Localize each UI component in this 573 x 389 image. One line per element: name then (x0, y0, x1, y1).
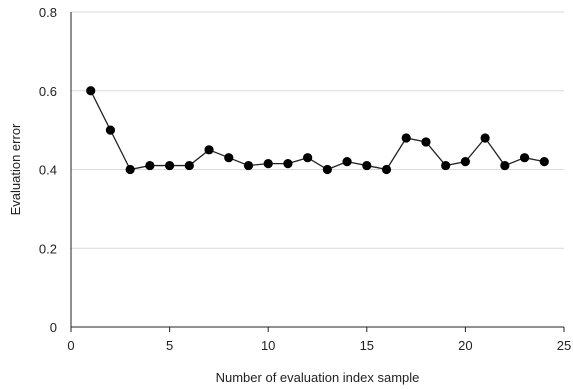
data-point (421, 137, 431, 147)
data-point (381, 164, 392, 175)
y-tick-label: 0 (50, 320, 57, 335)
y-tick-label: 0.8 (39, 5, 57, 20)
x-tick-label: 5 (166, 338, 173, 353)
data-point (303, 153, 313, 163)
data-point (401, 133, 411, 143)
x-tick-label: 10 (261, 338, 275, 353)
series-line (90, 90, 545, 171)
data-point (243, 160, 254, 171)
data-point (519, 153, 530, 163)
data-point (322, 164, 332, 175)
x-tick-label: 0 (67, 338, 74, 353)
data-point (362, 160, 372, 171)
data-point (342, 157, 352, 167)
x-tick-label: 20 (458, 338, 472, 353)
data-point (184, 160, 194, 171)
data-points (86, 86, 549, 175)
y-axis-ticks: 0 0.2 0.4 0.6 0.8 (39, 5, 57, 335)
data-point (263, 158, 273, 169)
data-point (165, 160, 175, 171)
y-tick-label: 0.4 (39, 163, 57, 178)
data-point (224, 153, 234, 163)
data-point (125, 164, 135, 175)
x-tick-label: 15 (360, 338, 374, 353)
data-point (86, 86, 96, 96)
x-axis-ticks: 0 5 10 15 20 25 (67, 327, 571, 353)
data-point (500, 160, 510, 171)
data-point (204, 145, 214, 155)
y-axis-title: Evaluation error (8, 123, 23, 215)
data-point (283, 158, 293, 169)
x-tick-label: 25 (557, 338, 571, 353)
y-tick-label: 0.2 (39, 241, 57, 256)
data-point (460, 157, 470, 167)
data-point (441, 160, 451, 171)
x-axis-title: Number of evaluation index sample (216, 370, 420, 385)
axes (70, 12, 564, 328)
data-point (105, 125, 116, 135)
data-point (480, 133, 490, 143)
grid-lines (71, 11, 564, 249)
data-point (539, 157, 549, 167)
y-tick-label: 0.6 (39, 84, 57, 99)
data-point (145, 160, 155, 171)
